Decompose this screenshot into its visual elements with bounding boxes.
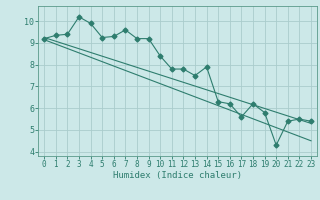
X-axis label: Humidex (Indice chaleur): Humidex (Indice chaleur)	[113, 171, 242, 180]
